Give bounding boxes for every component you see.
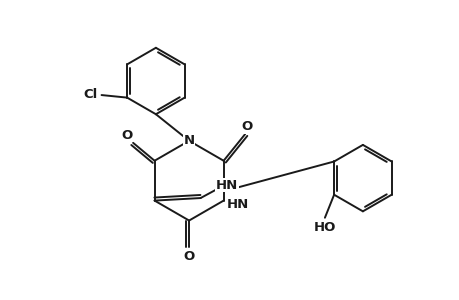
- Text: O: O: [241, 120, 252, 133]
- Text: Cl: Cl: [83, 88, 97, 100]
- Text: O: O: [183, 250, 194, 263]
- Text: HO: HO: [313, 221, 336, 234]
- Text: HN: HN: [226, 198, 248, 211]
- Text: N: N: [183, 134, 194, 147]
- Text: O: O: [121, 129, 132, 142]
- Text: HN: HN: [216, 179, 238, 192]
